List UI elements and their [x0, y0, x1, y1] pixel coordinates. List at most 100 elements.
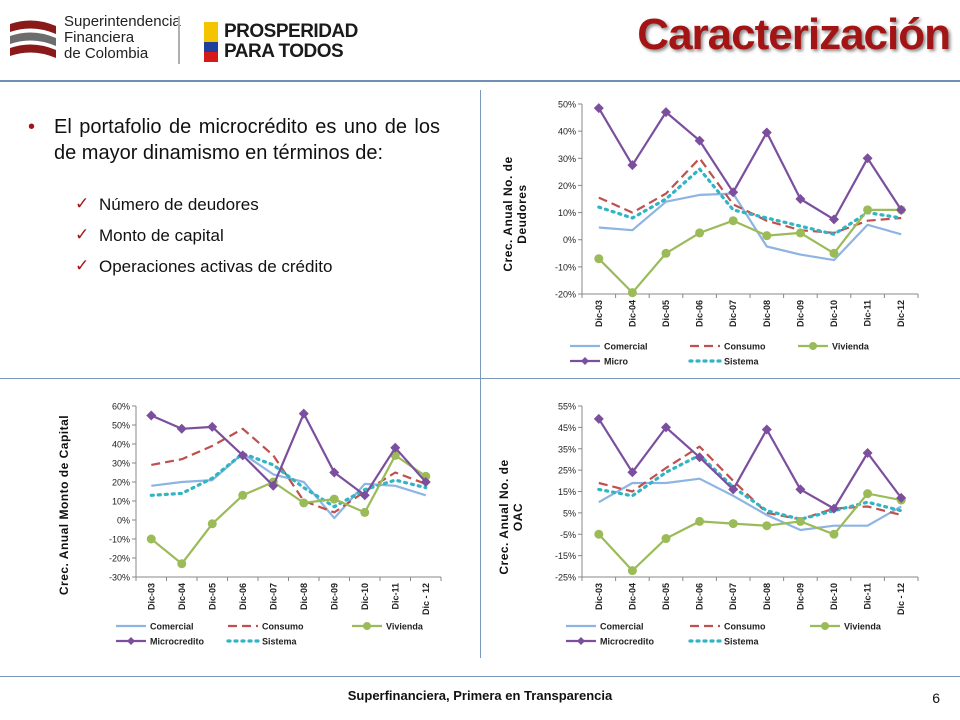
- legend-marker: [809, 342, 817, 350]
- x-tick-label: Dic-07: [728, 583, 738, 610]
- legend-label: Vivienda: [832, 342, 870, 352]
- x-tick-label: Dic-05: [207, 583, 217, 610]
- data-point-micro: [795, 194, 806, 204]
- main-bullet-text: El portafolio de microcrédito es uno de …: [54, 116, 440, 164]
- data-point-vivienda: [795, 516, 805, 526]
- y-tick-label: 55%: [558, 402, 576, 412]
- footer-divider: [0, 676, 960, 677]
- y-tick-label: 50%: [558, 100, 576, 110]
- data-point-vivienda: [661, 534, 671, 544]
- y-tick-label: 60%: [112, 402, 130, 412]
- y-tick-label: -25%: [555, 573, 576, 583]
- legend-label: Microcredito: [150, 637, 205, 647]
- data-point-micro: [829, 214, 839, 225]
- checkmark-icon: ✓: [75, 256, 90, 275]
- y-tick-label: 30%: [112, 459, 130, 469]
- x-tick-label: Dic - 12: [421, 583, 431, 615]
- page-number: 6: [932, 690, 940, 706]
- x-tick-label: Dic-03: [146, 583, 156, 610]
- data-point-vivienda: [146, 534, 156, 544]
- series-line-vivienda: [597, 492, 902, 572]
- prosperidad-line-2: PARA TODOS: [224, 41, 344, 62]
- chart3-ylabel: Crec. Anual No. de OAC: [497, 459, 525, 575]
- prosperidad-line-1: PROSPERIDAD: [224, 21, 358, 42]
- series-line-microcredito: [150, 412, 427, 497]
- legend-label: Micro: [604, 357, 629, 367]
- data-point-vivienda: [594, 254, 604, 264]
- colombia-flag-icon: [204, 22, 218, 62]
- y-tick-label: 20%: [112, 478, 130, 488]
- slide-title: Caracterización: [637, 10, 951, 59]
- y-tick-label: -5%: [560, 530, 576, 540]
- y-tick-label: 10%: [112, 497, 130, 507]
- legend-label: Consumo: [724, 622, 766, 632]
- data-point-microcredito: [146, 410, 157, 421]
- logo-line-1: Superintendencia: [64, 13, 181, 30]
- series-line-sistema: [597, 167, 903, 236]
- data-point-microcredito: [795, 484, 806, 495]
- data-point-microcredito: [207, 421, 218, 432]
- series-line-consumo: [151, 427, 427, 514]
- superfinanciera-emblem-icon: [10, 20, 56, 58]
- data-point-microcredito: [862, 448, 873, 459]
- legend-label: Consumo: [724, 342, 766, 352]
- x-tick-label: Dic-11: [863, 583, 873, 610]
- data-point-micro: [896, 204, 907, 215]
- sub-item-label: Operaciones activas de crédito: [99, 257, 333, 276]
- chart1-ylabel: Crec. Anual No. de Deudores: [501, 156, 529, 272]
- x-tick-label: Dic-03: [594, 300, 604, 327]
- data-point-vivienda: [661, 248, 671, 258]
- data-point-microcredito: [359, 490, 370, 501]
- series-line-comercial: [598, 192, 902, 262]
- series-line-vivienda: [150, 454, 427, 565]
- logo-line-2: Financiera: [64, 29, 135, 46]
- x-tick-label: Dic-03: [594, 583, 604, 610]
- series-line-vivienda: [598, 208, 902, 294]
- data-point-microcredito: [661, 422, 671, 433]
- logo-line-3: de Colombia: [64, 45, 149, 62]
- legend-label: Vivienda: [386, 622, 424, 632]
- main-bullet: • El portafolio de microcrédito es uno d…: [28, 114, 440, 166]
- y-tick-label: -15%: [555, 551, 576, 561]
- logo-divider: [178, 16, 180, 64]
- sub-item: ✓ Operaciones activas de crédito: [75, 256, 487, 278]
- data-point-micro: [728, 187, 739, 198]
- legend-label: Vivienda: [844, 622, 882, 632]
- y-tick-label: -20%: [555, 290, 576, 300]
- data-point-microcredito: [268, 480, 279, 491]
- checkmark-icon: ✓: [75, 225, 90, 244]
- data-point-vivienda: [360, 507, 370, 517]
- y-tick-label: 40%: [558, 127, 576, 137]
- x-tick-label: Dic-04: [177, 583, 187, 610]
- legend-marker: [363, 622, 371, 630]
- series-line-sistema: [597, 453, 903, 521]
- y-tick-label: -30%: [109, 573, 130, 583]
- x-tick-label: Dic-08: [762, 583, 772, 610]
- data-point-vivienda: [728, 519, 738, 529]
- legend-label: Sistema: [262, 637, 298, 647]
- data-point-vivienda: [762, 521, 772, 531]
- x-tick-label: Dic-10: [360, 583, 370, 610]
- y-tick-label: -10%: [555, 262, 576, 272]
- y-tick-label: 45%: [558, 423, 576, 433]
- x-tick-label: Dic-11: [863, 300, 873, 327]
- x-tick-label: Dic-10: [829, 583, 839, 610]
- bullet-area: • El portafolio de microcrédito es uno d…: [28, 114, 440, 278]
- legend-marker: [581, 357, 589, 365]
- x-tick-label: Dic-11: [390, 583, 400, 610]
- prosperidad-logo: PROSPERIDAD PARA TODOS: [204, 22, 358, 64]
- superfinanciera-logo: Superintendencia Financiera de Colombia: [8, 14, 181, 64]
- deudores-chart: -20% -10% 0% 10% 20% 30% 40% 50% Dic-03 Dic-04 Dic…: [555, 100, 919, 367]
- data-point-vivienda: [829, 529, 839, 539]
- data-point-micro: [593, 103, 604, 114]
- x-tick-label: Dic-12: [896, 300, 906, 327]
- x-tick-label: Dic-09: [795, 583, 805, 610]
- x-tick-label: Dic-04: [627, 583, 637, 610]
- x-tick-label: Dic-06: [695, 300, 705, 327]
- data-point-vivienda: [594, 529, 604, 539]
- capital-chart: -30% -20% -10% 0% 10% 20% 30% 40% 50% 60% Dic-03 Di…: [109, 402, 442, 647]
- y-tick-label: 5%: [563, 508, 576, 518]
- data-point-microcredito: [896, 492, 907, 503]
- x-tick-label: Dic-08: [762, 300, 772, 327]
- data-point-microcredito: [176, 423, 187, 434]
